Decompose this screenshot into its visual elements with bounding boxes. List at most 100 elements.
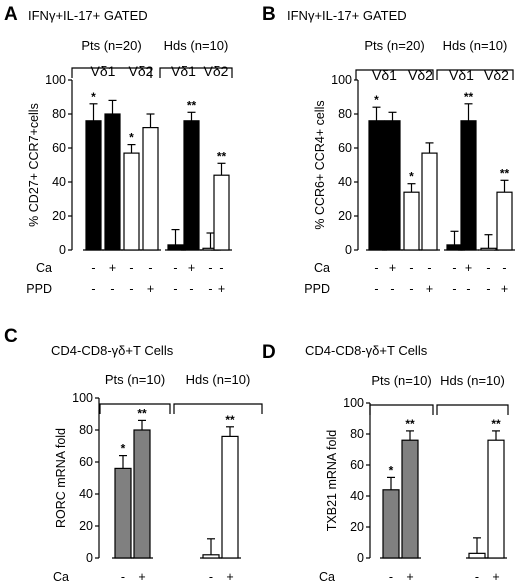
treatment-mark: - bbox=[129, 282, 133, 296]
treatment-mark: + bbox=[406, 570, 413, 584]
treatment-mark: + bbox=[501, 282, 508, 296]
subgroup-label: Vδ2 bbox=[484, 67, 509, 83]
treatment-mark: - bbox=[110, 282, 114, 296]
treatment-mark: - bbox=[389, 570, 393, 584]
treatment-label: Ca bbox=[314, 261, 330, 275]
y-axis-label: RORC mRNA fold bbox=[54, 428, 68, 528]
y-tick-label: 20 bbox=[350, 520, 364, 534]
significance-label: * bbox=[374, 93, 379, 107]
panel-b: B IFNγ+IL-17+ GATED 0 20 40 60 80 100 % CCR6+ CC… bbox=[262, 4, 515, 296]
significance-label: * bbox=[389, 463, 394, 477]
treatment-label: Ca bbox=[36, 261, 52, 275]
treatment-mark: - bbox=[486, 282, 490, 296]
bar bbox=[202, 554, 220, 559]
y-tick-label: 60 bbox=[52, 141, 66, 155]
bar bbox=[480, 247, 497, 251]
bar bbox=[213, 174, 230, 251]
panel-letter: C bbox=[4, 326, 18, 347]
treatment-mark: + bbox=[218, 282, 225, 296]
bar bbox=[487, 439, 505, 559]
y-tick-label: 60 bbox=[79, 455, 93, 469]
y-tick-label: 60 bbox=[350, 458, 364, 472]
significance-label: ** bbox=[137, 406, 147, 420]
significance-label: * bbox=[129, 131, 134, 145]
bar bbox=[384, 120, 401, 251]
bar bbox=[183, 120, 200, 251]
treatment-mark: - bbox=[208, 282, 212, 296]
y-tick-label: 0 bbox=[357, 551, 364, 565]
y-tick-label: 20 bbox=[79, 519, 93, 533]
panel-letter: D bbox=[262, 342, 276, 363]
treatment-label: Ca bbox=[319, 570, 335, 584]
group-label: Hds (n=10) bbox=[440, 373, 505, 388]
subgroup-label: Vδ1 bbox=[171, 63, 196, 79]
treatment-mark: + bbox=[138, 570, 145, 584]
significance-label: ** bbox=[491, 417, 501, 431]
significance-label: * bbox=[91, 90, 96, 104]
bar bbox=[401, 439, 419, 559]
panel-c: C CD4-CD8-γδ+T Cells 0 20 40 60 80 100 RORC mRNA… bbox=[4, 326, 263, 584]
subgroup-label: Vδ1 bbox=[449, 67, 474, 83]
group-label: Pts (n=10) bbox=[371, 373, 431, 388]
group-label: Hds (n=10) bbox=[186, 372, 251, 387]
panel-d: D CD4-CD8-γδ+T Cells 0 20 40 60 80 100 TXB21 mRN… bbox=[262, 342, 509, 584]
bar bbox=[403, 191, 420, 251]
treatment-mark: + bbox=[465, 261, 472, 275]
treatment-mark: - bbox=[173, 261, 177, 275]
group-bracket bbox=[436, 69, 514, 80]
y-tick-label: 40 bbox=[338, 175, 352, 189]
treatment-mark: - bbox=[209, 570, 213, 584]
treatment-mark: + bbox=[226, 570, 233, 584]
treatment-mark: - bbox=[91, 261, 95, 275]
treatment-mark: - bbox=[374, 261, 378, 275]
panel-a: A IFNγ+IL-17+ GATED 0 20 40 60 80 100 % CD27+ CC… bbox=[4, 4, 233, 296]
group-bracket bbox=[355, 69, 434, 80]
treatment-mark: - bbox=[208, 261, 212, 275]
y-tick-label: 40 bbox=[52, 175, 66, 189]
treatment-mark: + bbox=[109, 261, 116, 275]
y-tick-label: 80 bbox=[79, 423, 93, 437]
y-axis-label: TXB21 mRNA fold bbox=[325, 430, 339, 531]
treatment-mark: - bbox=[452, 261, 456, 275]
y-tick-label: 40 bbox=[350, 489, 364, 503]
bar bbox=[460, 120, 477, 251]
y-tick-label: 100 bbox=[72, 391, 93, 405]
bar bbox=[368, 120, 385, 251]
treatment-mark: - bbox=[121, 570, 125, 584]
treatment-mark: - bbox=[502, 261, 506, 275]
group-label: Pts (n=20) bbox=[81, 38, 141, 53]
group-label: Hds (n=10) bbox=[164, 38, 229, 53]
y-tick-label: 20 bbox=[338, 209, 352, 223]
treatment-mark: - bbox=[189, 282, 193, 296]
bar bbox=[85, 120, 102, 251]
treatment-mark: + bbox=[147, 282, 154, 296]
treatment-mark: - bbox=[452, 282, 456, 296]
treatment-mark: + bbox=[188, 261, 195, 275]
y-tick-label: 0 bbox=[59, 243, 66, 257]
subgroup-label: Vδ2 bbox=[408, 67, 433, 83]
significance-label: ** bbox=[225, 413, 235, 427]
subgroup-label: Vδ1 bbox=[372, 67, 397, 83]
treatment-label: PPD bbox=[304, 282, 330, 296]
y-tick-label: 80 bbox=[350, 427, 364, 441]
y-axis-label: % CD27+ CCR7+cells bbox=[27, 103, 41, 227]
group-bracket bbox=[173, 403, 263, 414]
subgroup-label: Vδ2 bbox=[204, 63, 229, 79]
group-label: Pts (n=10) bbox=[105, 372, 165, 387]
y-axis-label: % CCR6+ CCR4+ cells bbox=[313, 100, 327, 229]
chart-title: CD4-CD8-γδ+T Cells bbox=[51, 343, 174, 358]
significance-label: * bbox=[409, 170, 414, 184]
y-tick-label: 40 bbox=[79, 487, 93, 501]
treatment-label: Ca bbox=[53, 570, 69, 584]
group-bracket bbox=[369, 404, 434, 415]
panel-letter: A bbox=[4, 4, 18, 25]
significance-label: ** bbox=[500, 166, 510, 180]
treatment-mark: - bbox=[427, 261, 431, 275]
treatment-mark: - bbox=[466, 282, 470, 296]
subgroup-label: Vδ2 bbox=[129, 63, 154, 79]
treatment-mark: - bbox=[219, 261, 223, 275]
y-tick-label: 100 bbox=[343, 396, 364, 410]
y-tick-label: 80 bbox=[338, 107, 352, 121]
significance-label: ** bbox=[217, 149, 227, 163]
